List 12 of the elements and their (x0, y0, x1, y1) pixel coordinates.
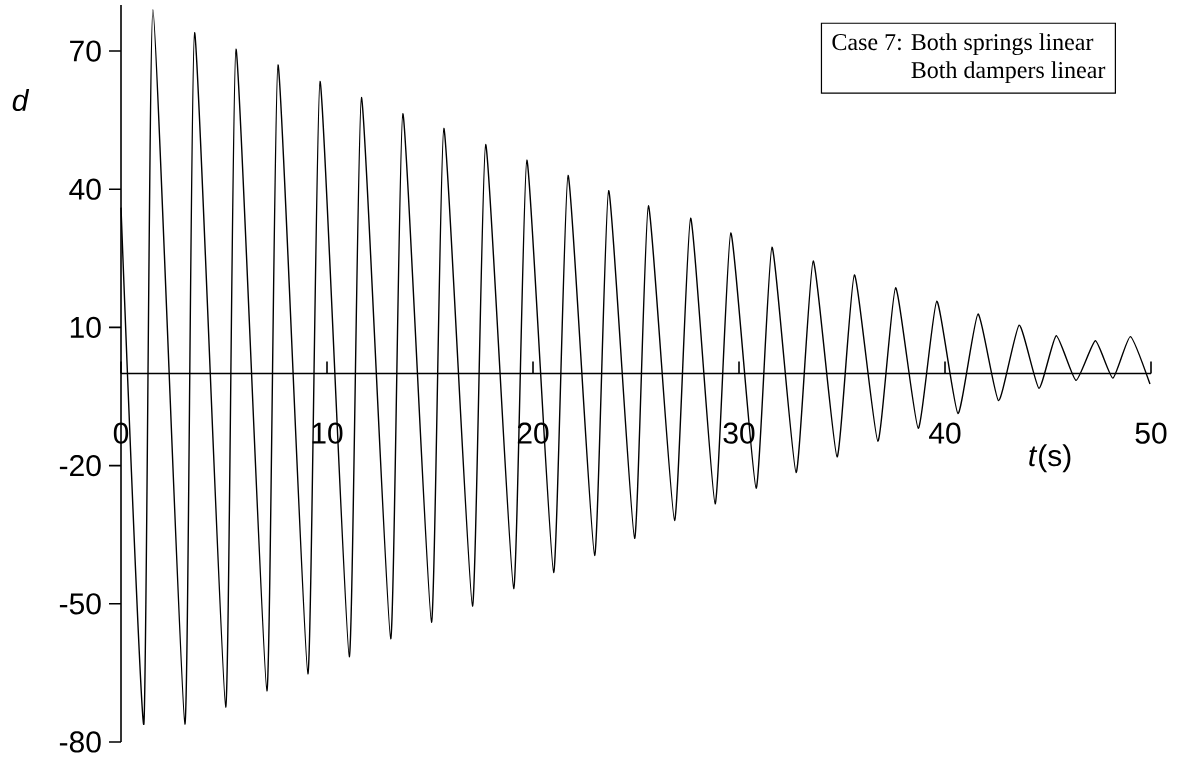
y-tick-label: 70 (70, 40, 101, 62)
annotation: Both dampers linear (911, 61, 1106, 84)
x-tick-label: 40 (929, 422, 961, 444)
x-axis-title: t(s) (1029, 444, 1071, 473)
y-tick-label: 40 (69, 178, 101, 200)
y-tick-label: -80 (59, 731, 101, 753)
annotation: Case 7: Both springs linear (832, 33, 1094, 56)
y-axis-title: d (12, 89, 30, 112)
y-tick-label: -50 (59, 593, 101, 615)
y-tick-label: 10 (70, 316, 101, 339)
y-tick-label: -20 (59, 454, 101, 477)
x-tick-label: 50 (1135, 422, 1167, 444)
